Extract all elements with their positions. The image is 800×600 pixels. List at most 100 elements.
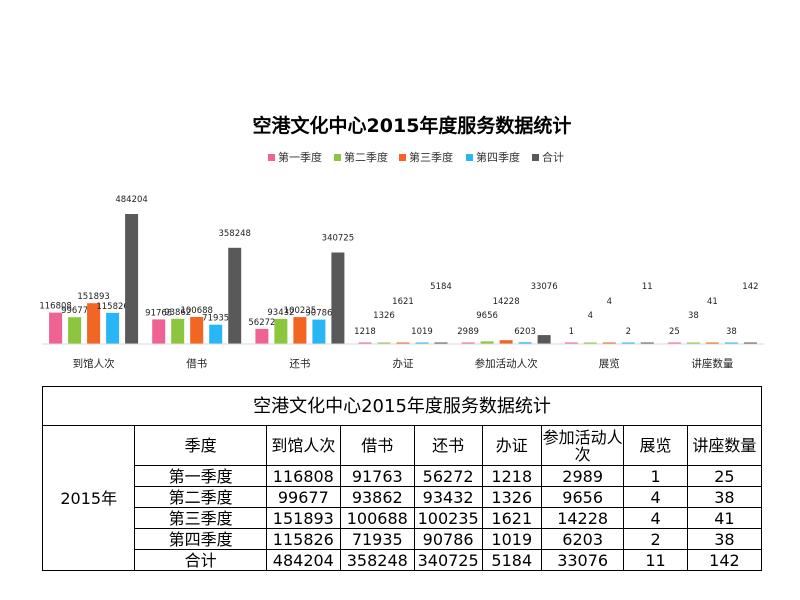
legend-swatch-2 <box>334 154 341 161</box>
bar-4-2 <box>377 342 391 344</box>
table-row: 第三季度 151893 100688 100235 1621 14228 4 41 <box>43 507 763 529</box>
bar-1-1 <box>49 312 63 344</box>
bar-5-5 <box>537 335 551 344</box>
column-header-1: 季度 <box>134 425 267 466</box>
value-label-7-1: 25 <box>669 327 680 337</box>
legend-label-2: 第二季度 <box>344 150 388 164</box>
table-cell-1-2: 116808 <box>265 465 341 487</box>
value-label-3-4: 90786 <box>305 309 332 319</box>
bar-6-3 <box>602 342 616 344</box>
bar-7-3 <box>705 342 719 344</box>
column-header-2: 到馆人次 <box>265 425 341 466</box>
table-cell-2-2: 99677 <box>265 486 341 508</box>
legend-swatch-4 <box>466 154 473 161</box>
x-axis-labels: 到馆人次 借书 还书 办证 参加活动人次 展览 讲座数量 <box>73 357 734 370</box>
value-label-5-4: 6203 <box>514 327 536 337</box>
table-cell-1-4: 56272 <box>413 465 483 487</box>
bar-1-2 <box>68 317 82 344</box>
table-cell-3-5: 1621 <box>481 507 543 529</box>
bar-1-3 <box>87 303 101 344</box>
value-label-4-3: 1621 <box>392 297 414 307</box>
bar-6-1 <box>564 342 578 344</box>
table-cell-2-8: 38 <box>686 486 763 508</box>
table-cell-4-2: 115826 <box>265 528 341 550</box>
value-label-3-1: 56272 <box>248 318 275 328</box>
category-label-1: 到馆人次 <box>73 357 115 370</box>
table-cell-5-1: 合计 <box>134 549 267 571</box>
value-label-2-1: 91763 <box>145 308 172 318</box>
chart-bars: 1168089967715189311582648420491763938621… <box>39 195 759 344</box>
data-table: 空港文化中心2015年度服务数据统计 2015年 季度 到馆人次 借书 还书 办证 参加活动… <box>41 386 763 571</box>
bar-5-2 <box>480 341 494 344</box>
bar-7-4 <box>724 342 738 344</box>
table-cell-5-8: 142 <box>686 549 763 571</box>
table-row: 合计 484204 358248 340725 5184 33076 11 142 <box>43 549 763 571</box>
value-label-1-3: 151893 <box>77 292 109 302</box>
bar-7-5 <box>743 342 757 344</box>
value-label-5-1: 2989 <box>457 327 479 337</box>
table-cell-2-1: 第二季度 <box>134 486 267 508</box>
bar-7-2 <box>686 342 700 344</box>
bar-2-1 <box>152 319 166 344</box>
table-cell-1-7: 1 <box>623 465 688 487</box>
bar-3-3 <box>293 317 307 344</box>
value-label-7-5: 142 <box>742 282 758 292</box>
table-cell-5-7: 11 <box>623 549 688 571</box>
table-cell-3-2: 151893 <box>265 507 341 529</box>
table-cell-3-4: 100235 <box>413 507 483 529</box>
value-label-1-5: 484204 <box>115 195 147 205</box>
year-cell: 2015年 <box>41 425 136 571</box>
bar-4-4 <box>415 342 429 344</box>
legend-label-3: 第三季度 <box>409 150 453 164</box>
bar-3-4 <box>312 319 326 344</box>
value-label-5-2: 9656 <box>476 311 498 321</box>
table-cell-1-5: 1218 <box>481 465 543 487</box>
bar-2-4 <box>209 324 223 344</box>
legend-label-5: 合计 <box>542 150 564 164</box>
table-cell-3-7: 4 <box>623 507 688 529</box>
value-label-3-3: 100235 <box>284 306 316 316</box>
category-label-3: 还书 <box>289 358 310 370</box>
bar-4-5 <box>434 342 448 344</box>
table-cell-4-7: 2 <box>623 528 688 550</box>
bar-3-5 <box>331 252 345 344</box>
table-row: 第四季度 115826 71935 90786 1019 6203 2 38 <box>43 528 763 550</box>
table-cell-5-2: 484204 <box>265 549 341 571</box>
bar-2-3 <box>190 317 204 344</box>
table-cell-1-6: 2989 <box>541 465 625 487</box>
value-label-3-5: 340725 <box>322 234 354 244</box>
table-cell-2-3: 93862 <box>339 486 415 508</box>
table-cell-2-4: 93432 <box>413 486 483 508</box>
legend-swatch-3 <box>399 154 406 161</box>
table-cell-2-6: 9656 <box>541 486 625 508</box>
category-label-7: 讲座数量 <box>691 357 733 370</box>
table-cell-1-3: 91763 <box>339 465 415 487</box>
table-cell-2-7: 4 <box>623 486 688 508</box>
table-cell-5-3: 358248 <box>339 549 415 571</box>
bar-2-5 <box>228 247 242 344</box>
table-row: 第二季度 99677 93862 93432 1326 9656 4 38 <box>43 486 763 508</box>
value-label-4-1: 1218 <box>354 327 376 337</box>
value-label-5-3: 14228 <box>493 297 520 307</box>
value-label-6-1: 1 <box>569 327 574 337</box>
table-cell-3-6: 14228 <box>541 507 625 529</box>
value-label-7-3: 41 <box>707 297 718 307</box>
table-cell-4-1: 第四季度 <box>134 528 267 550</box>
value-label-2-4: 71935 <box>202 314 229 324</box>
legend-swatch-5 <box>532 154 539 161</box>
column-header-7: 展览 <box>623 425 688 466</box>
table-cell-4-6: 6203 <box>541 528 625 550</box>
category-label-6: 展览 <box>599 357 620 370</box>
bar-5-3 <box>499 340 513 344</box>
category-label-2: 借书 <box>186 358 207 370</box>
value-label-2-5: 358248 <box>218 229 250 239</box>
value-label-2-2: 93862 <box>164 308 191 318</box>
table-cell-3-3: 100688 <box>339 507 415 529</box>
value-label-3-2: 93432 <box>267 308 294 318</box>
bar-2-2 <box>171 318 185 344</box>
bar-4-3 <box>396 342 410 344</box>
bar-6-5 <box>640 342 654 344</box>
table-cell-5-6: 33076 <box>541 549 625 571</box>
bar-6-4 <box>621 342 635 344</box>
value-label-6-5: 11 <box>642 282 653 292</box>
